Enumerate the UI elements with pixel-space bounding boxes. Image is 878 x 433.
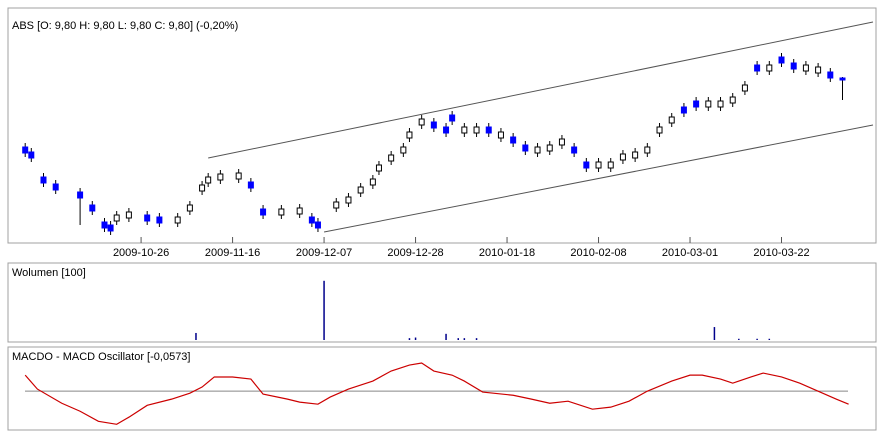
candle-body	[199, 184, 206, 192]
volume-panel	[7, 262, 877, 343]
price-panel	[7, 7, 877, 244]
candle-body	[741, 84, 748, 92]
candle-body	[729, 96, 736, 104]
candle-body	[375, 164, 382, 172]
candle-body	[217, 173, 224, 181]
macd-title: MACDO - MACD Oscillator [-0,0573]	[12, 351, 190, 363]
candle-body	[388, 154, 395, 162]
candle-body	[101, 221, 108, 229]
candle-body	[205, 176, 212, 184]
candle-body	[571, 146, 578, 154]
x-tick-label: 2009-11-16	[205, 247, 260, 259]
candle-body	[656, 126, 663, 134]
candle-body	[22, 146, 29, 154]
candle-body	[644, 146, 651, 154]
candle-body	[522, 144, 529, 152]
candle-body	[534, 146, 541, 154]
candle-body	[296, 207, 303, 215]
candle-body	[333, 201, 340, 209]
macd-line	[24, 362, 849, 425]
candle-body	[113, 214, 120, 222]
candle-body	[28, 151, 35, 159]
candle-body	[754, 64, 761, 72]
volume-bar	[457, 338, 459, 340]
volume-bar	[768, 338, 771, 340]
candle-body	[400, 146, 407, 154]
x-tick-label: 2010-03-01	[662, 247, 718, 259]
candle-body	[186, 204, 193, 212]
candle-body	[369, 178, 376, 186]
candle-body	[595, 161, 602, 169]
candle-body	[235, 172, 242, 180]
candle-body	[668, 116, 675, 124]
volume-bar	[713, 327, 716, 340]
candle-body	[144, 214, 151, 222]
candle-body	[406, 131, 413, 139]
candle-body	[308, 216, 315, 224]
volume-bar	[756, 338, 758, 340]
candle-body	[510, 136, 517, 144]
x-tick-label: 2010-03-22	[753, 247, 809, 259]
candle-body	[278, 208, 285, 216]
candle-body	[345, 196, 352, 204]
volume-bar	[475, 338, 478, 340]
candle-body	[430, 121, 437, 129]
x-tick-label: 2010-02-08	[570, 247, 626, 259]
candle-body	[693, 100, 700, 108]
trendline	[323, 124, 874, 233]
candle-body	[802, 64, 809, 72]
candle-body	[607, 161, 614, 169]
candle-body	[52, 183, 59, 191]
candle-body	[778, 56, 785, 64]
candle-body	[827, 71, 834, 79]
candle-body	[473, 126, 480, 134]
candle-body	[89, 204, 96, 212]
candle-body	[497, 131, 504, 139]
candle-body	[839, 77, 846, 81]
candle-body	[766, 64, 773, 72]
candle-body	[619, 153, 626, 161]
volume-bar	[408, 338, 411, 340]
candle-body	[443, 126, 450, 134]
candle-body	[790, 62, 797, 70]
candle-body	[156, 216, 163, 224]
volume-bar	[323, 280, 325, 340]
candle-body	[717, 100, 724, 108]
candle-body	[680, 106, 687, 114]
volume-bar	[738, 338, 740, 340]
x-tick-label: 2009-12-28	[387, 247, 443, 259]
candle-body	[546, 144, 553, 152]
candle-body	[449, 114, 456, 122]
candle-body	[632, 151, 639, 159]
volume-bar	[445, 333, 447, 340]
candle-body	[485, 126, 492, 134]
x-tick-label: 2010-01-18	[479, 247, 535, 259]
candle-body	[107, 224, 114, 232]
volume-bar	[463, 338, 466, 340]
x-tick-label: 2009-10-26	[113, 247, 169, 259]
macd-panel	[7, 346, 877, 431]
candle-body	[357, 186, 364, 194]
trendline	[208, 21, 874, 159]
candle-body	[125, 211, 132, 219]
candle-body	[77, 191, 84, 199]
price-title: ABS [O: 9,80 H: 9,80 L: 9,80 C: 9,80] (-…	[12, 20, 238, 32]
candle-body	[461, 126, 468, 134]
x-tick-label: 2009-12-07	[296, 247, 352, 259]
candle-body	[705, 100, 712, 108]
candle-body	[247, 181, 254, 189]
volume-bar	[195, 332, 197, 340]
candle-body	[174, 216, 181, 224]
candle-body	[40, 176, 47, 184]
candle-body	[558, 138, 565, 146]
volume-title: Wolumen [100]	[12, 267, 86, 279]
candle-body	[314, 221, 321, 229]
candle-body	[260, 208, 267, 216]
volume-bar	[414, 337, 417, 340]
candle-body	[418, 118, 425, 126]
candle-body	[815, 66, 822, 74]
candle-body	[583, 161, 590, 169]
